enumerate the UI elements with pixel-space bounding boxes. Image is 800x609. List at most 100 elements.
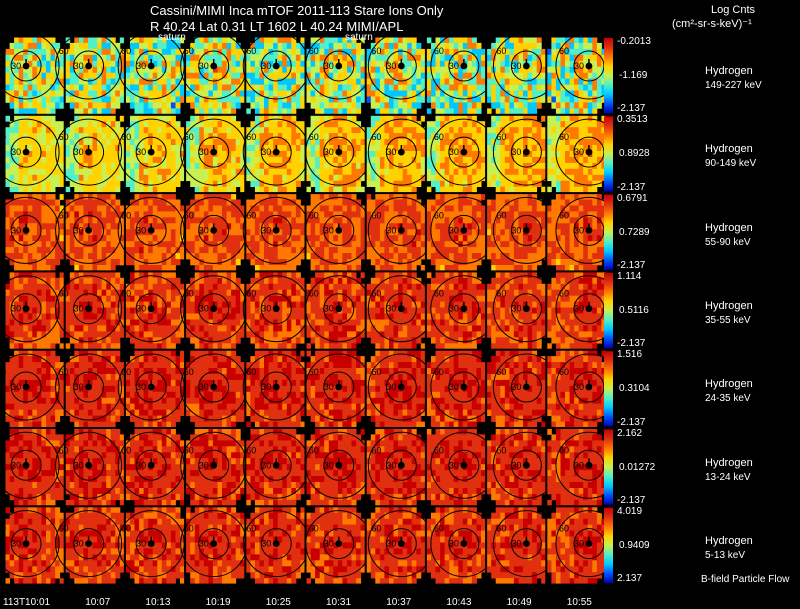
row-energy-label: 35-55 keV [705,314,751,326]
time-tick-label: 10:07 [85,597,111,608]
image-panel: 30 60 [546,271,623,350]
time-tick-label: 10:37 [386,597,412,608]
contour-label-30: 30 [449,304,459,314]
image-panel: 30 60 [425,506,498,585]
image-panel: 30 60 [546,193,623,272]
colorbar-min-label: -2.137 [617,259,646,271]
image-panel: 30 60 [365,114,435,194]
image-panel: 30 60 [0,428,65,507]
contour-label-30: 30 [74,304,84,314]
contour-label-30: 30 [511,147,521,157]
image-panel: 30 60 [305,428,373,507]
colorbar-max-label: 2.162 [617,427,643,439]
contour-label-30: 30 [74,225,84,235]
colorbar-max-label: 1.114 [617,270,642,282]
colorbar-min-label: 2.137 [617,573,643,585]
image-panel: 30 60 [0,114,65,194]
image-panel: 30 60 [365,428,435,507]
contour-label-60: 60 [559,367,569,377]
chart-subtitle: R 40.24 Lat 0.31 LT 1602 L 40.24 MIMI/AP… [150,19,404,34]
contour-label-30: 30 [11,539,21,549]
colorbar-mid-label: 0.5116 [619,305,649,317]
contour-label-30: 30 [74,539,84,549]
image-panel: 30 60 [117,271,186,350]
contour-label-60: 60 [184,445,194,455]
colorbar [604,38,613,114]
contour-label-60: 60 [434,132,444,142]
contour-label-60: 60 [559,445,569,455]
colorbar-mid-label: 0.8928 [619,148,650,160]
image-panel: 30 60 [425,349,498,429]
contour-label-60: 60 [434,289,444,299]
colorbar-min-label: -2.137 [617,181,646,193]
row-energy-label: 55-90 keV [705,236,751,248]
contour-label-60: 60 [559,524,569,534]
image-panel: 30 60 [180,114,248,194]
contour-label-30: 30 [261,147,271,157]
contour-label-30: 30 [511,382,521,392]
contour-label-60: 60 [59,367,69,377]
contour-label-30: 30 [11,61,21,71]
contour-label-60: 60 [184,367,194,377]
contour-label-60: 60 [371,132,381,142]
contour-label-30: 30 [574,61,584,71]
contour-label-30: 30 [136,225,146,235]
colorbar-max-label: 0.6791 [617,192,648,204]
image-panel: 30 60 [305,114,373,194]
contour-label-60: 60 [0,367,6,377]
image-panel: 30 60 [365,271,435,350]
contour-label-60: 60 [59,46,69,56]
contour-label-60: 60 [371,289,381,299]
colorbar-min-label: -2.137 [617,494,646,506]
contour-label-60: 60 [496,367,506,377]
image-panel: 30 60 [486,428,560,507]
contour-label-60: 60 [371,367,381,377]
colorbar-max-label: 1.516 [617,349,643,361]
contour-label-60: 60 [121,524,131,534]
contour-label-60: 60 [59,524,69,534]
image-panel: 30 60 [55,428,125,507]
contour-label-30: 30 [386,225,396,235]
image-panel: 30 60 [242,114,310,194]
image-panel: 30 60 [305,506,373,585]
contour-label-30: 30 [449,460,459,470]
contour-label-30: 30 [574,539,584,549]
image-panel: 30 60 [242,271,310,350]
contour-label-60: 60 [121,367,131,377]
contour-label-30: 30 [74,460,84,470]
contour-label-60: 60 [309,289,319,299]
image-panel: 30 60 [546,114,623,194]
contour-label-60: 60 [246,46,256,56]
contour-label-60: 60 [246,367,256,377]
colorbar-max-label: 0.3513 [617,114,648,126]
chart-title: Cassini/MIMI Inca mTOF 2011-113 Stare Io… [150,3,444,18]
time-tick-label: 10:19 [205,597,231,608]
contour-label-30: 30 [324,61,334,71]
contour-label-30: 30 [199,225,209,235]
image-panel: 30 60 [117,193,186,272]
contour-label-30: 30 [386,61,396,71]
image-panel: 30 60 [55,193,125,272]
units-label: (cm²-sr-s-keV)⁻¹ [672,18,752,30]
legend-footer: B-field Particle Flow [701,574,790,585]
contour-label-60: 60 [0,46,6,56]
row-species-label: Hydrogen [705,456,753,469]
contour-label-30: 30 [199,147,209,157]
contour-label-30: 30 [324,225,334,235]
image-panel: 30 60 [180,428,248,507]
contour-label-60: 60 [559,46,569,56]
time-tick-label: 10:55 [566,597,592,608]
row-energy-label: 90-149 keV [705,158,757,170]
image-panel: 30 60 [425,193,498,272]
contour-label-30: 30 [511,460,521,470]
contour-label-60: 60 [434,445,444,455]
contour-label-30: 30 [11,225,21,235]
contour-label-30: 30 [574,304,584,314]
contour-label-30: 30 [449,539,459,549]
contour-label-30: 30 [511,539,521,549]
contour-label-30: 30 [261,304,271,314]
contour-label-60: 60 [184,46,194,56]
time-tick-label: 10:13 [145,597,171,608]
image-panel: 30 60 [117,32,186,115]
image-panel: 30 60 [117,114,186,194]
